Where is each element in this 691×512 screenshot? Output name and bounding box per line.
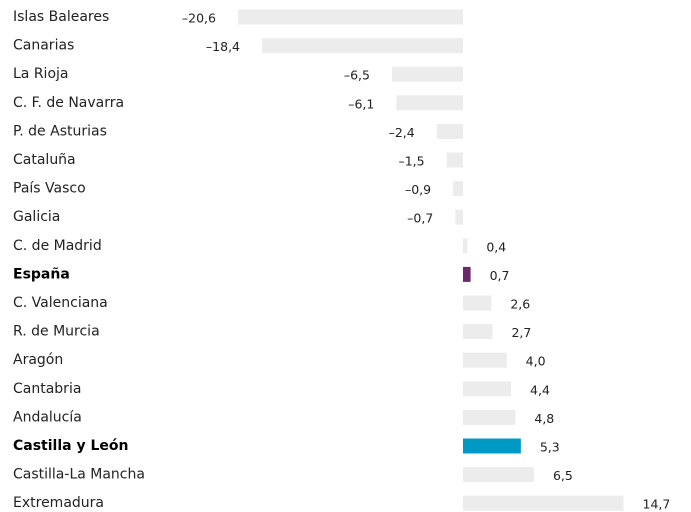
bar xyxy=(453,181,463,197)
value-label: 2,7 xyxy=(511,325,531,340)
value-label: 6,5 xyxy=(553,468,573,483)
value-label: –6,5 xyxy=(344,68,370,83)
category-label: C. Valenciana xyxy=(13,295,108,311)
bar xyxy=(462,295,492,311)
category-label: C. F. de Navarra xyxy=(13,95,124,111)
bar xyxy=(462,409,516,425)
category-label: Extremadura xyxy=(13,495,104,511)
bar xyxy=(436,123,463,139)
bar xyxy=(462,467,534,483)
category-label: La Rioja xyxy=(13,66,68,82)
bar xyxy=(238,9,463,25)
value-label: 0,7 xyxy=(490,268,510,283)
value-label: 14,7 xyxy=(643,497,671,512)
value-label: –2,4 xyxy=(389,125,415,140)
category-label: C. de Madrid xyxy=(13,238,102,254)
category-label: Galicia xyxy=(13,209,60,225)
category-label: País Vasco xyxy=(13,181,86,197)
bar xyxy=(446,152,463,168)
value-label: 0,4 xyxy=(486,239,506,254)
category-label: Cantabria xyxy=(13,381,81,397)
bar xyxy=(396,95,463,111)
bar xyxy=(462,352,507,368)
category-label: Andalucía xyxy=(13,409,82,425)
value-label: –18,4 xyxy=(206,39,240,54)
bar xyxy=(262,38,463,54)
bar xyxy=(462,324,493,340)
category-label: Canarias xyxy=(13,38,74,54)
category-label: Aragón xyxy=(13,352,63,368)
category-label: Castilla y León xyxy=(13,438,128,454)
category-label: Islas Baleares xyxy=(13,9,109,25)
bar xyxy=(462,238,468,254)
category-label: Castilla-La Mancha xyxy=(13,467,145,483)
value-label: 2,6 xyxy=(510,297,530,312)
bar xyxy=(462,438,521,454)
value-label: –20,6 xyxy=(182,11,216,26)
category-label: R. de Murcia xyxy=(13,324,100,340)
category-label: Cataluña xyxy=(13,152,76,168)
bar xyxy=(462,495,624,511)
value-label: –0,9 xyxy=(405,182,431,197)
value-label: –6,1 xyxy=(348,96,374,111)
bar xyxy=(455,209,463,225)
value-label: –0,7 xyxy=(407,211,433,226)
value-label: 4,0 xyxy=(526,354,546,369)
value-label: 4,4 xyxy=(530,382,550,397)
category-label: P. de Asturias xyxy=(13,123,107,139)
value-label: 5,3 xyxy=(540,440,560,455)
value-label: –1,5 xyxy=(398,154,424,169)
bar xyxy=(462,381,512,397)
bar xyxy=(462,266,471,282)
value-label: 4,8 xyxy=(534,411,554,426)
bar xyxy=(391,66,463,82)
category-label: España xyxy=(13,266,70,282)
